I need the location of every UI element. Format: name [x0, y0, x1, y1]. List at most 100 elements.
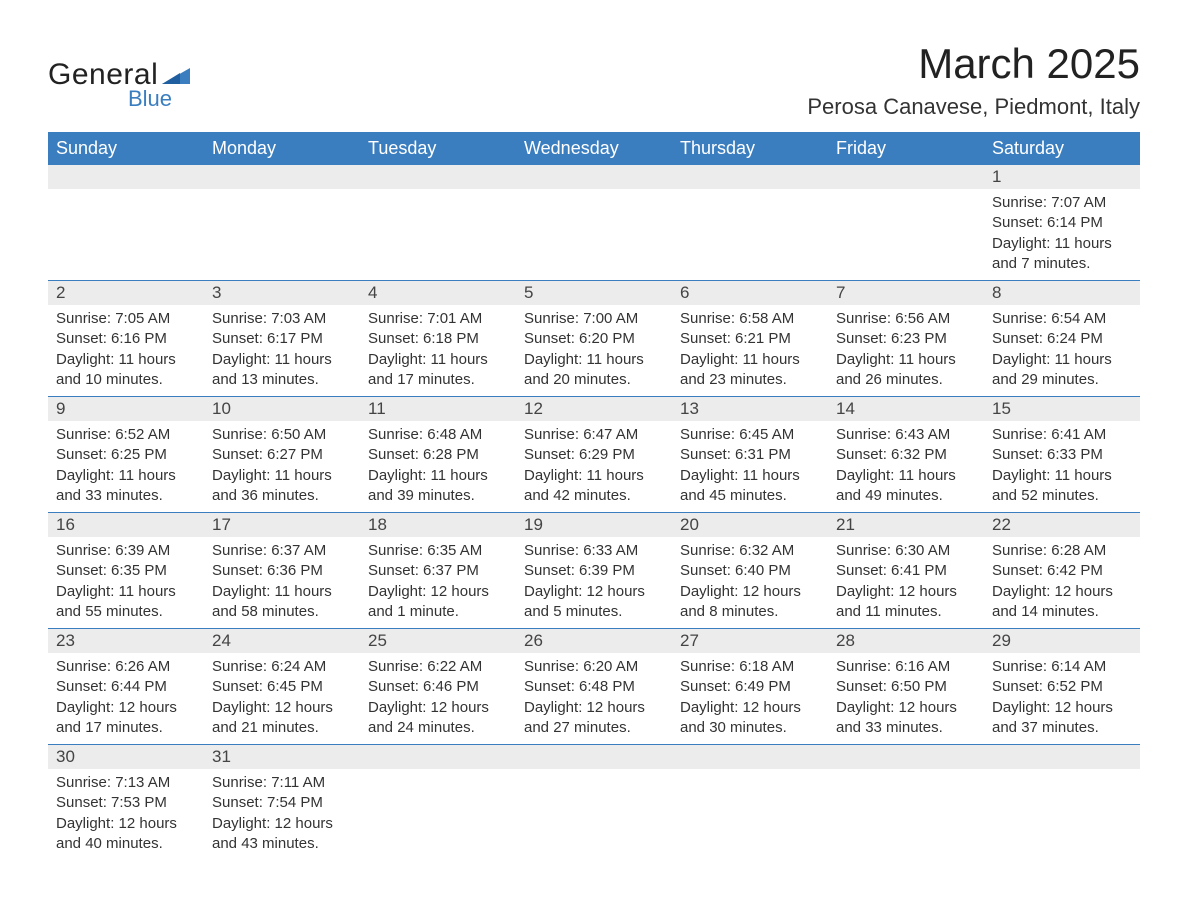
day-content-cell: Sunrise: 6:43 AMSunset: 6:32 PMDaylight:… — [828, 421, 984, 513]
day-number-cell: 3 — [204, 281, 360, 306]
brand-logo: General Blue — [48, 60, 190, 112]
sunset-text: Sunset: 6:17 PM — [212, 329, 352, 349]
day-content-cell: Sunrise: 6:32 AMSunset: 6:40 PMDaylight:… — [672, 537, 828, 629]
day-content-cell: Sunrise: 7:05 AMSunset: 6:16 PMDaylight:… — [48, 305, 204, 397]
sunset-text: Sunset: 6:52 PM — [992, 677, 1132, 697]
sunrise-text: Sunrise: 6:14 AM — [992, 657, 1132, 677]
daylight-text: Daylight: 11 hours and 20 minutes. — [524, 350, 664, 391]
day-number-cell: 8 — [984, 281, 1140, 306]
sunrise-text: Sunrise: 6:16 AM — [836, 657, 976, 677]
sunrise-text: Sunrise: 7:11 AM — [212, 773, 352, 793]
day-number-cell: 19 — [516, 513, 672, 538]
day-number-cell — [828, 745, 984, 770]
day-content-cell: Sunrise: 6:16 AMSunset: 6:50 PMDaylight:… — [828, 653, 984, 745]
sunset-text: Sunset: 6:27 PM — [212, 445, 352, 465]
sunrise-text: Sunrise: 7:05 AM — [56, 309, 196, 329]
day-content-cell: Sunrise: 7:07 AMSunset: 6:14 PMDaylight:… — [984, 189, 1140, 281]
sunset-text: Sunset: 6:31 PM — [680, 445, 820, 465]
calendar-table: Sunday Monday Tuesday Wednesday Thursday… — [48, 132, 1140, 860]
day-number-cell: 31 — [204, 745, 360, 770]
sunset-text: Sunset: 6:32 PM — [836, 445, 976, 465]
day-content-cell: Sunrise: 7:00 AMSunset: 6:20 PMDaylight:… — [516, 305, 672, 397]
day-content-cell: Sunrise: 7:01 AMSunset: 6:18 PMDaylight:… — [360, 305, 516, 397]
sunset-text: Sunset: 6:39 PM — [524, 561, 664, 581]
day-content-cell: Sunrise: 6:39 AMSunset: 6:35 PMDaylight:… — [48, 537, 204, 629]
daylight-text: Daylight: 11 hours and 7 minutes. — [992, 234, 1132, 275]
weekday-header: Tuesday — [360, 132, 516, 165]
day-content-cell: Sunrise: 6:26 AMSunset: 6:44 PMDaylight:… — [48, 653, 204, 745]
sunrise-text: Sunrise: 6:41 AM — [992, 425, 1132, 445]
month-title: March 2025 — [807, 40, 1140, 88]
daylight-text: Daylight: 12 hours and 30 minutes. — [680, 698, 820, 739]
daylight-text: Daylight: 12 hours and 40 minutes. — [56, 814, 196, 855]
sunrise-text: Sunrise: 6:50 AM — [212, 425, 352, 445]
sunset-text: Sunset: 6:48 PM — [524, 677, 664, 697]
day-number-cell: 11 — [360, 397, 516, 422]
daylight-text: Daylight: 12 hours and 5 minutes. — [524, 582, 664, 623]
sunrise-text: Sunrise: 6:18 AM — [680, 657, 820, 677]
day-content-cell: Sunrise: 6:52 AMSunset: 6:25 PMDaylight:… — [48, 421, 204, 513]
day-content-row: Sunrise: 6:26 AMSunset: 6:44 PMDaylight:… — [48, 653, 1140, 745]
sunset-text: Sunset: 6:40 PM — [680, 561, 820, 581]
day-content-cell: Sunrise: 7:03 AMSunset: 6:17 PMDaylight:… — [204, 305, 360, 397]
day-content-cell — [828, 769, 984, 860]
day-number-cell: 1 — [984, 165, 1140, 189]
day-number-cell: 13 — [672, 397, 828, 422]
day-content-cell — [828, 189, 984, 281]
day-number-cell: 16 — [48, 513, 204, 538]
day-number-cell — [672, 745, 828, 770]
day-content-cell: Sunrise: 7:11 AMSunset: 7:54 PMDaylight:… — [204, 769, 360, 860]
weekday-header: Sunday — [48, 132, 204, 165]
day-content-cell: Sunrise: 6:30 AMSunset: 6:41 PMDaylight:… — [828, 537, 984, 629]
sunset-text: Sunset: 6:49 PM — [680, 677, 820, 697]
weekday-header: Friday — [828, 132, 984, 165]
daylight-text: Daylight: 12 hours and 1 minute. — [368, 582, 508, 623]
daylight-text: Daylight: 12 hours and 37 minutes. — [992, 698, 1132, 739]
weekday-header-row: Sunday Monday Tuesday Wednesday Thursday… — [48, 132, 1140, 165]
sunrise-text: Sunrise: 6:43 AM — [836, 425, 976, 445]
sunrise-text: Sunrise: 7:07 AM — [992, 193, 1132, 213]
weekday-header: Saturday — [984, 132, 1140, 165]
title-block: March 2025 Perosa Canavese, Piedmont, It… — [807, 40, 1140, 120]
daylight-text: Daylight: 11 hours and 13 minutes. — [212, 350, 352, 391]
sunset-text: Sunset: 6:25 PM — [56, 445, 196, 465]
day-content-cell: Sunrise: 6:48 AMSunset: 6:28 PMDaylight:… — [360, 421, 516, 513]
day-content-cell — [516, 189, 672, 281]
sunset-text: Sunset: 6:18 PM — [368, 329, 508, 349]
day-content-cell: Sunrise: 6:28 AMSunset: 6:42 PMDaylight:… — [984, 537, 1140, 629]
day-content-cell: Sunrise: 6:20 AMSunset: 6:48 PMDaylight:… — [516, 653, 672, 745]
sunrise-text: Sunrise: 6:24 AM — [212, 657, 352, 677]
day-number-cell: 20 — [672, 513, 828, 538]
sunset-text: Sunset: 6:28 PM — [368, 445, 508, 465]
sunset-text: Sunset: 6:24 PM — [992, 329, 1132, 349]
day-number-cell: 27 — [672, 629, 828, 654]
sunset-text: Sunset: 7:53 PM — [56, 793, 196, 813]
sunset-text: Sunset: 6:35 PM — [56, 561, 196, 581]
sunrise-text: Sunrise: 6:37 AM — [212, 541, 352, 561]
sunset-text: Sunset: 6:21 PM — [680, 329, 820, 349]
day-number-cell: 18 — [360, 513, 516, 538]
day-number-cell: 4 — [360, 281, 516, 306]
weekday-header: Monday — [204, 132, 360, 165]
day-number-cell: 29 — [984, 629, 1140, 654]
sunrise-text: Sunrise: 6:48 AM — [368, 425, 508, 445]
sunrise-text: Sunrise: 6:58 AM — [680, 309, 820, 329]
sunset-text: Sunset: 6:23 PM — [836, 329, 976, 349]
day-number-cell: 23 — [48, 629, 204, 654]
day-content-cell: Sunrise: 6:24 AMSunset: 6:45 PMDaylight:… — [204, 653, 360, 745]
sunrise-text: Sunrise: 6:56 AM — [836, 309, 976, 329]
day-content-cell: Sunrise: 6:56 AMSunset: 6:23 PMDaylight:… — [828, 305, 984, 397]
day-content-row: Sunrise: 7:07 AMSunset: 6:14 PMDaylight:… — [48, 189, 1140, 281]
day-content-row: Sunrise: 7:05 AMSunset: 6:16 PMDaylight:… — [48, 305, 1140, 397]
day-number-cell: 25 — [360, 629, 516, 654]
day-number-cell: 6 — [672, 281, 828, 306]
sunset-text: Sunset: 6:50 PM — [836, 677, 976, 697]
daylight-text: Daylight: 11 hours and 39 minutes. — [368, 466, 508, 507]
sunrise-text: Sunrise: 6:52 AM — [56, 425, 196, 445]
sunrise-text: Sunrise: 7:01 AM — [368, 309, 508, 329]
day-number-row: 1 — [48, 165, 1140, 189]
sunset-text: Sunset: 6:44 PM — [56, 677, 196, 697]
day-content-cell: Sunrise: 6:35 AMSunset: 6:37 PMDaylight:… — [360, 537, 516, 629]
sunset-text: Sunset: 6:41 PM — [836, 561, 976, 581]
day-number-cell: 24 — [204, 629, 360, 654]
